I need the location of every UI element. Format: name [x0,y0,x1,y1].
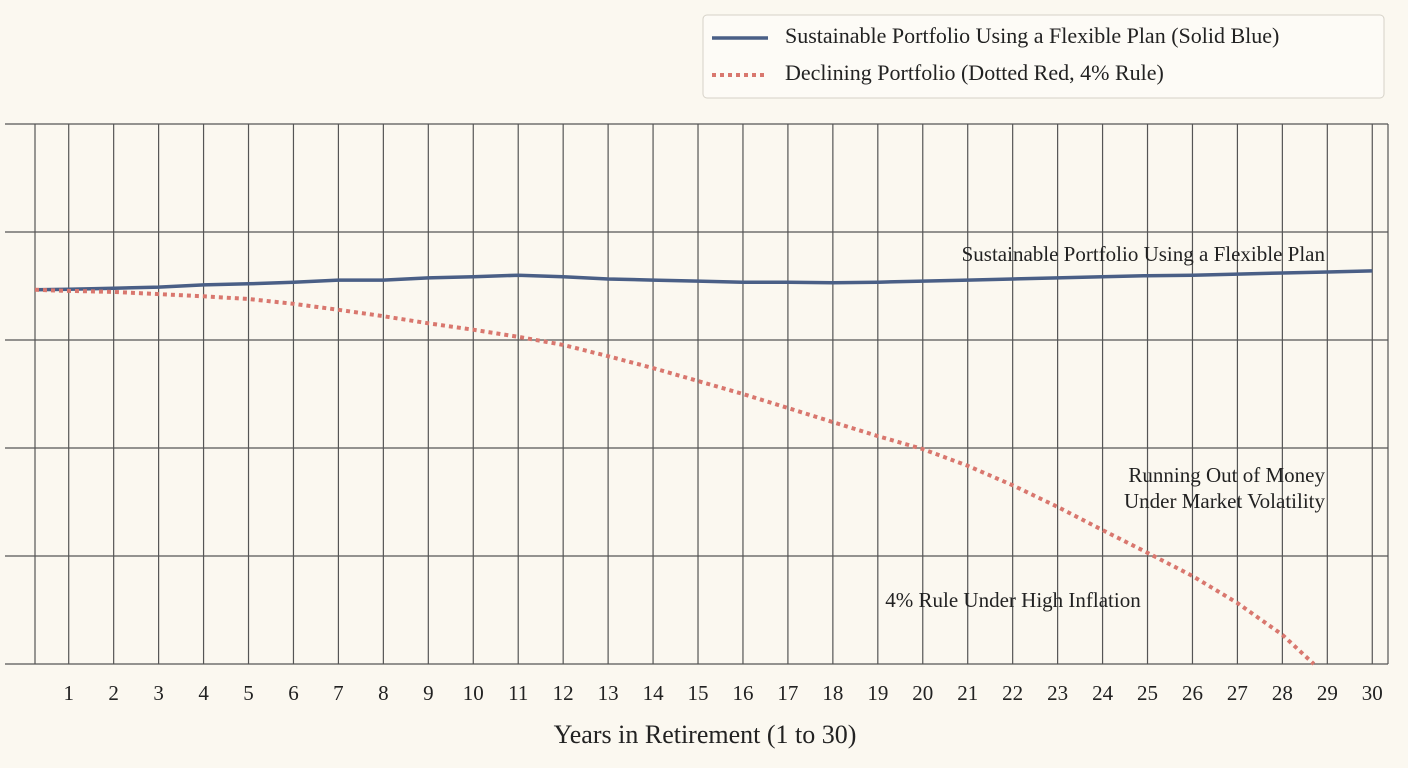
x-tick-label: 10 [463,681,484,705]
x-tick-label: 14 [643,681,665,705]
x-tick-label: 1 [63,681,74,705]
legend-box [702,14,1385,99]
x-tick-label: 13 [598,681,619,705]
x-tick-label: 24 [1092,681,1114,705]
legend-label: Declining Portfolio (Dotted Red, 4% Rule… [785,60,1164,85]
x-tick-label: 20 [912,681,933,705]
x-tick-label: 17 [777,681,798,705]
annotation: Under Market Volatility [1124,489,1326,513]
x-tick-label: 4 [198,681,209,705]
x-tick-label: 19 [867,681,888,705]
x-tick-label: 5 [243,681,254,705]
x-tick-label: 7 [333,681,344,705]
x-tick-label: 30 [1362,681,1383,705]
x-tick-label: 16 [732,681,753,705]
series-line [34,287,1316,666]
annotation: Running Out of Money [1128,463,1325,487]
x-tick-label: 22 [1002,681,1023,705]
x-tick-label: 25 [1137,681,1158,705]
x-tick-label: 12 [553,681,574,705]
x-tick-label: 21 [957,681,978,705]
x-axis-label: Years in Retirement (1 to 30) [554,720,857,749]
x-tick-label: 29 [1317,681,1338,705]
x-tick-label: 28 [1272,681,1293,705]
annotation: Sustainable Portfolio Using a Flexible P… [962,242,1326,266]
x-tick-label: 18 [822,681,843,705]
x-tick-label: 6 [288,681,299,705]
x-tick-label: 23 [1047,681,1068,705]
legend-label: Sustainable Portfolio Using a Flexible P… [785,23,1279,48]
x-tick-label: 2 [108,681,119,705]
x-tick-label: 27 [1227,681,1248,705]
x-tick-label: 11 [508,681,528,705]
x-tick-label: 15 [688,681,709,705]
x-tick-label: 8 [378,681,389,705]
x-tick-label: 9 [423,681,434,705]
series-line [34,269,1373,292]
annotation: 4% Rule Under High Inflation [885,588,1141,612]
x-tick-label: 26 [1182,681,1203,705]
x-tick-label: 3 [153,681,164,705]
